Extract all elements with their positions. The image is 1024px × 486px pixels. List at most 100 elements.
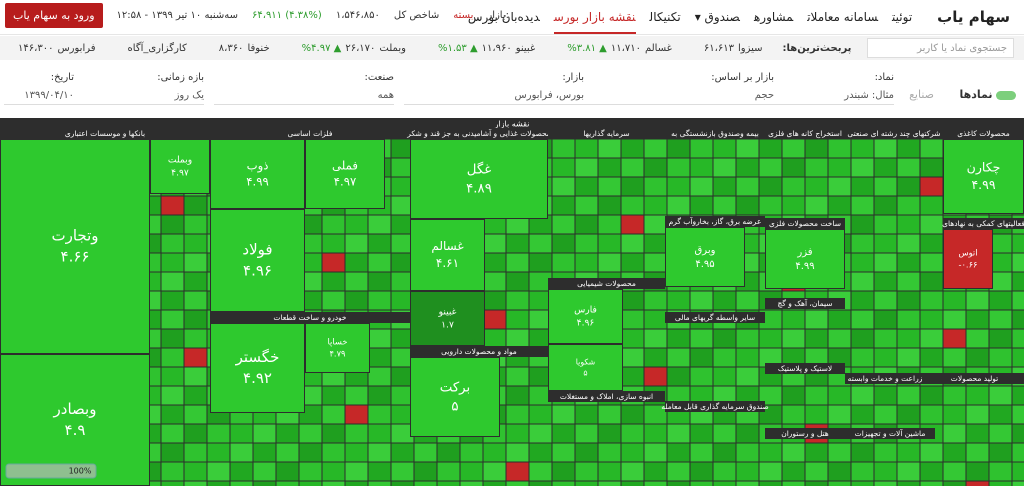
small-tile — [575, 405, 598, 424]
filter[interactable]: بازه زمانی: یک روز — [54, 72, 204, 110]
small-tile — [943, 348, 966, 367]
small-tile — [943, 424, 966, 443]
sector-header — [765, 298, 845, 309]
small-tile — [874, 443, 897, 462]
menu-item[interactable]: مشاوره — [753, 10, 794, 24]
small-tile — [391, 196, 414, 215]
ticker[interactable]: غبینو۱۱،۹۶۰▲ ۱.۵۳% — [434, 43, 535, 54]
small-tile — [161, 462, 184, 481]
ticker[interactable]: فرابورس۱۴۶،۳۰۰ — [14, 43, 96, 54]
small-tile — [920, 443, 943, 462]
filter[interactable]: بازار بر اساس: حجم — [574, 72, 774, 110]
tile-change: ۵ — [451, 399, 458, 414]
small-tile — [506, 310, 529, 329]
small-tile — [805, 405, 828, 424]
small-tile — [874, 253, 897, 272]
filter[interactable]: تاریخ: ۱۳۹۹/۰۴/۱۰ — [4, 72, 74, 110]
switch[interactable] — [996, 90, 1016, 100]
filter[interactable]: بازار: بورس، فرابورس — [404, 72, 584, 110]
toolbar: جستجوی نماد یا کاربر پربحث‌ترین‌ها: سیزو… — [0, 36, 1024, 60]
small-tile — [851, 348, 874, 367]
small-tile — [759, 462, 782, 481]
small-tile — [322, 424, 345, 443]
small-tile — [161, 310, 184, 329]
logo[interactable]: سهام یاب — [937, 8, 1010, 26]
menu-item[interactable]: نقشه بازار بورس — [553, 2, 636, 34]
filter[interactable]: نماد: مثال: شبندر — [774, 72, 894, 110]
tile-symbol: فارس — [574, 305, 597, 316]
small-tile — [805, 348, 828, 367]
small-tile — [391, 139, 414, 158]
menu-item[interactable]: تکنیکال — [649, 10, 681, 24]
small-tile — [874, 291, 897, 310]
small-tile — [736, 177, 759, 196]
small-tile — [759, 329, 782, 348]
small-tile — [1012, 405, 1024, 424]
small-tile — [391, 329, 414, 348]
login-button[interactable]: ورود به سهام یاب — [5, 3, 103, 28]
sector-name: بانکها و موسسات اعتباری — [65, 129, 145, 138]
small-tile — [1012, 291, 1024, 310]
small-tile — [966, 386, 989, 405]
small-tile — [506, 424, 529, 443]
small-tile — [391, 405, 414, 424]
sector-name: انبوه سازی، املاک و مستغلات — [560, 392, 653, 401]
small-tile — [391, 272, 414, 291]
small-tile — [506, 291, 529, 310]
small-tile — [851, 215, 874, 234]
small-tile — [207, 481, 230, 486]
sector-name: زراعت و خدمات وابسته — [848, 374, 923, 383]
filter-label: نماد: — [874, 72, 894, 83]
menu-item[interactable]: سامانه معاملات — [807, 10, 879, 24]
small-tile — [851, 405, 874, 424]
ticker[interactable]: خنوفا۸،۳۶۰ — [215, 43, 270, 54]
small-tile — [736, 139, 759, 158]
small-tile — [276, 424, 299, 443]
menu-item[interactable]: دیده‌بان بورس — [467, 10, 540, 24]
small-tile — [529, 215, 552, 234]
small-tile — [1012, 443, 1024, 462]
ticker-list: سیزوا۶۱،۶۱۳ غسالم۱۱،۷۱۰▲ ۳.۸۱% غبینو۱۱،۹۶۰… — [0, 43, 777, 54]
small-tile — [713, 348, 736, 367]
small-tile — [667, 443, 690, 462]
small-tile — [184, 291, 207, 310]
ticker[interactable]: سیزوا۶۱،۶۱۳ — [700, 43, 763, 54]
small-tile — [621, 310, 644, 329]
menu-item[interactable]: توئیت — [892, 10, 913, 24]
search-box[interactable]: جستجوی نماد یا کاربر — [867, 38, 1014, 58]
small-tile — [506, 462, 529, 481]
sector-name: لاستیک و پلاستیک — [778, 364, 832, 373]
ticker-price: ۶۱،۶۱۳ — [703, 42, 734, 54]
small-tile — [598, 177, 621, 196]
ticker[interactable]: غسالم۱۱،۷۱۰▲ ۳.۸۱% — [563, 43, 672, 54]
tile-change: ۴.۹۲ — [243, 369, 272, 387]
sector-name: محصولات کاغذی — [957, 129, 1010, 138]
small-tile — [943, 329, 966, 348]
small-tile — [1012, 234, 1024, 253]
menu-item[interactable]: صندوق ▾ — [694, 10, 740, 24]
ticker[interactable]: کارگزاری_آگاه — [124, 43, 187, 54]
small-tile — [782, 329, 805, 348]
small-tile — [736, 462, 759, 481]
filter[interactable]: صنعت: همه — [214, 72, 394, 110]
small-tile — [690, 367, 713, 386]
small-tile — [1012, 348, 1024, 367]
ticker[interactable]: وبملت۲۶،۱۷۰▲ ۴.۹۷% — [298, 43, 406, 54]
stock-tile — [548, 289, 623, 344]
small-tile — [874, 329, 897, 348]
small-tile — [368, 462, 391, 481]
search-placeholder: جستجوی نماد یا کاربر — [917, 42, 1007, 54]
filter-label: بازار بر اساس: — [711, 72, 774, 83]
small-tile — [1012, 424, 1024, 443]
toggle[interactable]: نمادها صنایع — [909, 88, 1016, 126]
small-tile — [874, 348, 897, 367]
small-tile — [575, 215, 598, 234]
small-tile — [805, 139, 828, 158]
small-tile — [736, 158, 759, 177]
small-tile — [184, 386, 207, 405]
tile-symbol: وتجارت — [51, 227, 98, 245]
index-label: شاخص کل — [393, 10, 440, 21]
small-tile — [598, 424, 621, 443]
small-tile — [644, 405, 667, 424]
small-tile — [897, 310, 920, 329]
